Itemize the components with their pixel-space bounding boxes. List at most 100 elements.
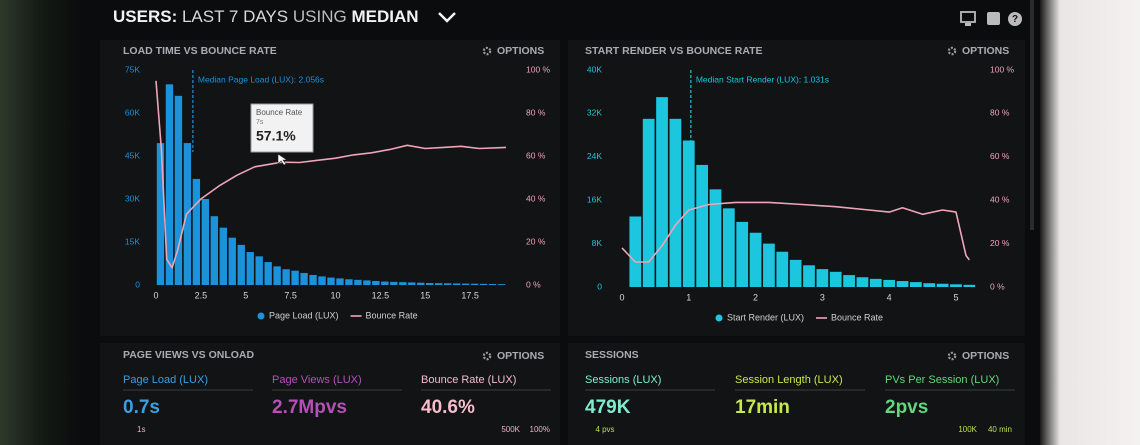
share-icon[interactable] [987, 12, 1000, 25]
bar [237, 244, 245, 285]
y-tick-label: 30K [125, 193, 140, 203]
bar [246, 252, 254, 285]
x-tick-label: 0 [619, 292, 624, 302]
bar [488, 283, 497, 285]
options-button[interactable]: OPTIONS [962, 45, 1009, 57]
y-tick-label: 40K [587, 64, 602, 74]
help-glyph: ? [1012, 14, 1018, 25]
y2-tick-label: 80 % [990, 108, 1010, 118]
stat-value: 17min [735, 397, 790, 418]
panel-sessions [568, 343, 1025, 445]
gear-icon [482, 351, 492, 361]
header-prefix: USERS: [113, 7, 177, 26]
bar [210, 216, 219, 285]
x-tick-label: 0 [153, 290, 158, 300]
bar [452, 283, 461, 285]
legend-label: Start Render (LUX) [727, 312, 804, 322]
bar [156, 143, 165, 285]
bar [327, 277, 335, 285]
bar [273, 266, 281, 285]
header-range[interactable]: LAST 7 DAYS [182, 7, 288, 26]
bar [390, 281, 398, 285]
help-icon[interactable] [1008, 12, 1022, 26]
bar [749, 232, 762, 287]
left-background [0, 0, 80, 445]
x-tick-label: 1 [686, 292, 691, 302]
bar [910, 282, 922, 287]
gear-icon [947, 351, 957, 361]
bar [722, 208, 735, 287]
y-tick-label: 75K [125, 64, 140, 74]
bar [399, 282, 407, 285]
bar [255, 256, 263, 285]
stat-note: 500K [501, 425, 520, 434]
stat-note: 40 min [988, 425, 1012, 434]
toolbar: ? [960, 11, 1022, 26]
bar [219, 227, 227, 285]
bar [264, 262, 272, 285]
y-tick-label: 0 [135, 279, 140, 289]
scrollbar [1030, 0, 1034, 230]
y-tick-label: 24K [587, 151, 602, 161]
bar [479, 283, 488, 285]
x-tick-label: 17.5 [461, 290, 479, 300]
stat-note: 4 pvs [595, 425, 614, 434]
bar [682, 140, 695, 287]
y-tick-label: 16K [587, 194, 602, 204]
bar [869, 278, 882, 287]
y2-tick-label: 60 % [990, 151, 1010, 161]
x-tick-label: 2.5 [195, 290, 208, 300]
stat-label: Page Views (LUX) [272, 374, 362, 386]
bar [372, 280, 380, 285]
bar [336, 278, 344, 285]
bar [201, 199, 210, 285]
monitor-icon[interactable] [960, 11, 976, 23]
stat-note: 100% [530, 425, 550, 434]
bar [642, 118, 655, 287]
x-tick-label: 3 [820, 292, 825, 302]
bar [763, 243, 775, 287]
y2-tick-label: 80 % [526, 107, 546, 117]
bar [776, 251, 789, 287]
bar [443, 283, 452, 285]
y2-tick-label: 0 % [526, 279, 541, 289]
bar [696, 164, 708, 287]
header-connector: USING [293, 7, 347, 26]
legend-label: Bounce Rate [366, 310, 418, 320]
legend-label: Bounce Rate [831, 312, 883, 322]
y2-tick-label: 20 % [990, 238, 1010, 248]
right-background [1040, 0, 1140, 445]
legend-swatch [257, 312, 265, 320]
y-tick-label: 32K [587, 108, 602, 118]
stat-label: Session Length (LUX) [735, 374, 843, 386]
bar [950, 284, 962, 287]
header-method[interactable]: MEDIAN [351, 7, 418, 26]
y-tick-label: 15K [125, 236, 140, 246]
stat-note: 1s [137, 425, 145, 434]
dropdown-chevron[interactable] [438, 12, 456, 23]
bar [228, 237, 236, 285]
bar [963, 284, 976, 287]
stat-label: Sessions (LUX) [585, 374, 661, 386]
bar [165, 84, 174, 285]
bar [470, 283, 479, 285]
options-button[interactable]: OPTIONS [497, 45, 544, 57]
bar [736, 221, 749, 287]
y2-tick-label: 100 % [990, 64, 1015, 74]
monitor-stand [965, 23, 971, 26]
tooltip [250, 103, 314, 153]
stat-value: 40.6% [421, 397, 475, 418]
bar [656, 97, 668, 287]
chart-title: LOAD TIME VS BOUNCE RATE [123, 45, 277, 57]
y2-tick-label: 40 % [990, 194, 1010, 204]
bar [816, 269, 829, 287]
bar [896, 281, 909, 287]
tooltip-title: Bounce Rate [256, 108, 303, 117]
options-button[interactable]: OPTIONS [497, 350, 544, 362]
bar [363, 280, 371, 285]
options-button[interactable]: OPTIONS [962, 350, 1009, 362]
bar [843, 275, 855, 287]
median-label: Median Start Render (LUX): 1.031s [696, 74, 829, 84]
